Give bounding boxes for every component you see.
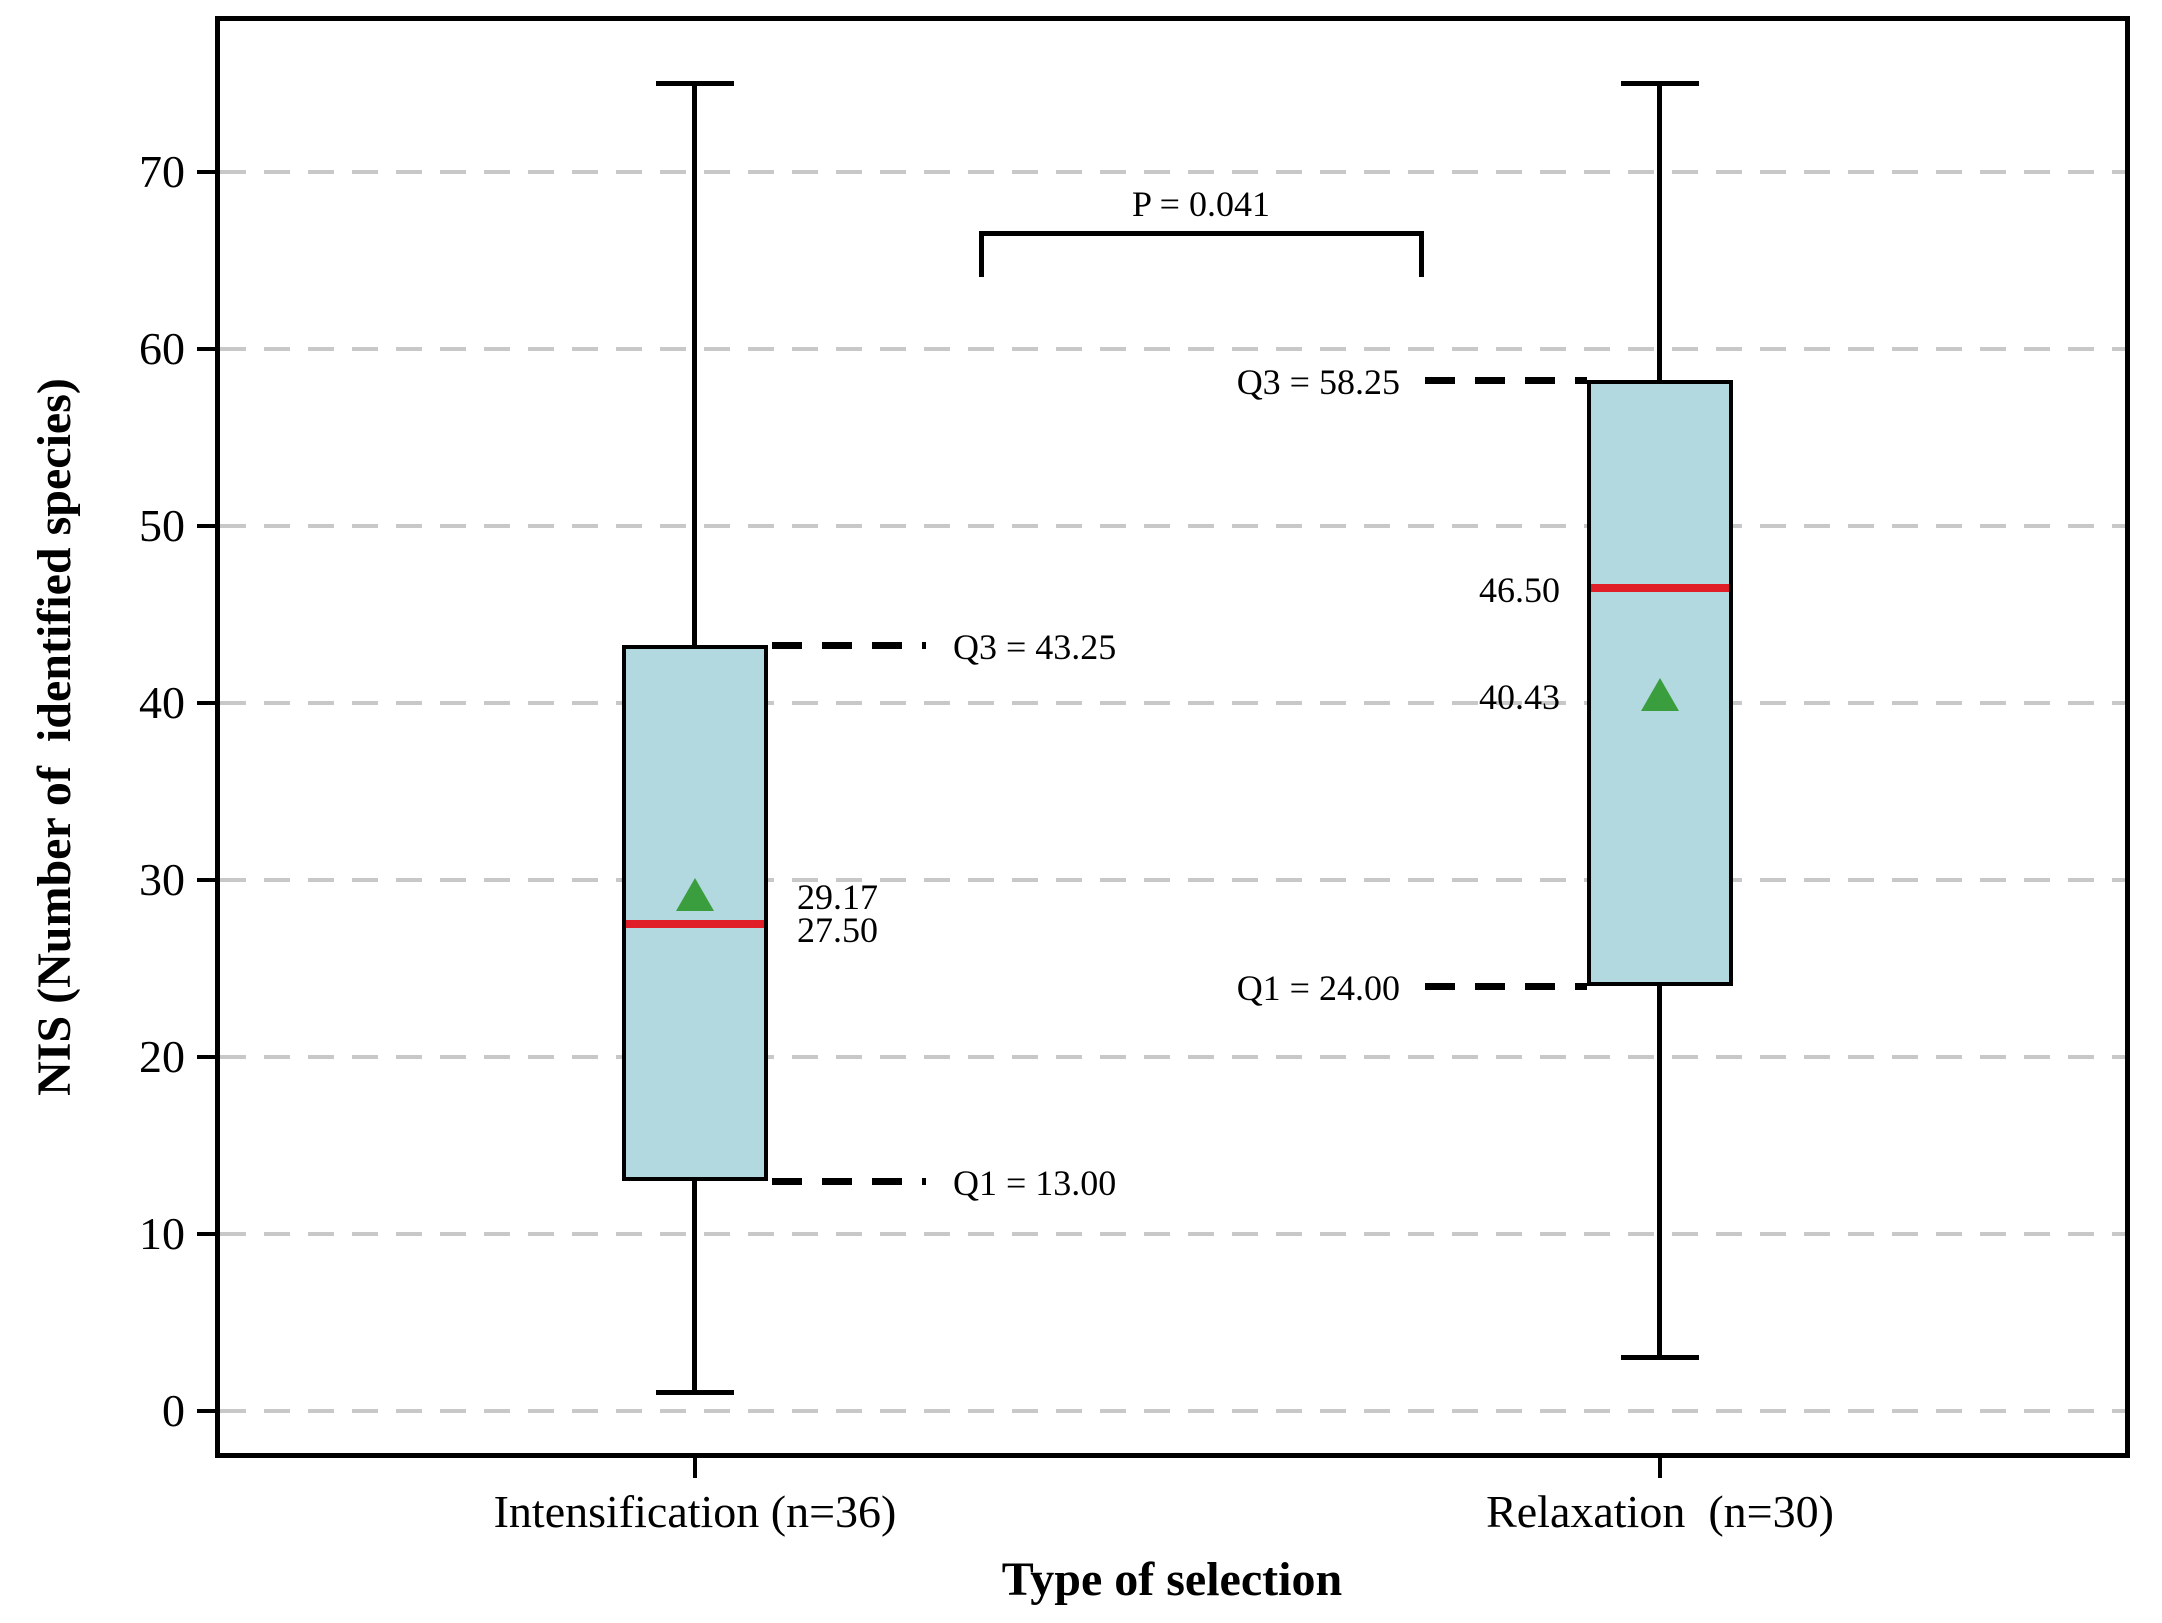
whisker-line [1657, 83, 1662, 380]
whisker-line [692, 1180, 697, 1394]
y-tick-label: 40 [139, 676, 185, 728]
x-axis-title: Type of selection [1001, 1553, 1343, 1606]
y-axis-title: NIS (Number of identified species) [28, 378, 81, 1096]
whisker-cap [1621, 81, 1699, 87]
y-tick [197, 1055, 215, 1059]
annotation-label: Q1 = 24.00 [1236, 968, 1400, 1009]
annotation-label: 29.17 [797, 876, 878, 917]
annotation-label: 46.50 [1479, 569, 1560, 610]
median-line [626, 920, 764, 929]
gridline [220, 1232, 2125, 1237]
category-label: Intensification (n=36) [493, 1486, 897, 1537]
y-tick [197, 1232, 215, 1237]
y-tick-label: 10 [139, 1208, 185, 1260]
y-tick [197, 346, 215, 351]
gridline [220, 169, 2125, 174]
y-tick-label: 50 [139, 499, 185, 551]
y-tick-label: 30 [139, 853, 185, 905]
gridline [220, 523, 2125, 528]
y-tick [197, 700, 215, 705]
annotation-dashed-line [772, 642, 926, 650]
annotation-label: 27.50 [797, 910, 878, 951]
annotation-label: Q3 = 58.25 [1236, 361, 1400, 402]
median-line [1591, 583, 1729, 592]
whisker-cap [1621, 1354, 1699, 1360]
gridline [220, 346, 2125, 351]
y-tick [197, 169, 215, 174]
p-value-label: P = 0.041 [1132, 184, 1270, 224]
whisker-line [692, 83, 697, 646]
annotation-dashed-line [1425, 376, 1587, 384]
whisker-line [1657, 986, 1662, 1358]
gridline [220, 1055, 2125, 1059]
whisker-cap [656, 81, 734, 87]
y-tick-label: 20 [139, 1031, 185, 1082]
whisker-cap [656, 1390, 734, 1396]
annotation-label: Q1 = 13.00 [953, 1162, 1117, 1203]
gridline [220, 877, 2125, 882]
y-tick [197, 523, 215, 528]
annotation-label: Q3 = 43.25 [953, 627, 1117, 668]
y-tick-label: 0 [162, 1385, 185, 1437]
y-tick [197, 877, 215, 882]
y-tick [197, 1409, 215, 1414]
x-tick [1658, 1458, 1662, 1478]
gridline [220, 700, 2125, 705]
y-tick-label: 70 [139, 145, 185, 197]
mean-marker [1641, 678, 1679, 712]
annotation-label: 40.43 [1479, 677, 1560, 718]
annotation-dashed-line [772, 1177, 926, 1185]
y-tick-label: 60 [139, 322, 185, 374]
annotation-dashed-line [1425, 983, 1587, 991]
gridline [220, 1409, 2125, 1414]
x-tick [693, 1458, 697, 1478]
mean-marker [676, 877, 714, 911]
category-label: Relaxation (n=30) [1486, 1486, 1834, 1537]
significance-bracket [979, 231, 1424, 277]
box [622, 645, 768, 1181]
